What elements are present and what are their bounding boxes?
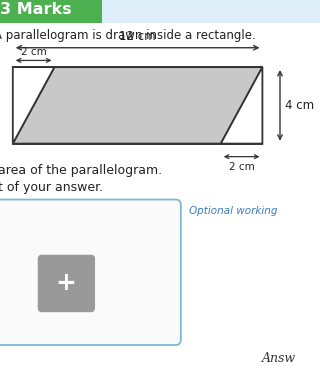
Text: A parallelogram is drawn inside a rectangle.: A parallelogram is drawn inside a rectan…	[0, 29, 255, 42]
Text: 2 cm: 2 cm	[21, 47, 46, 57]
Text: 4 cm: 4 cm	[285, 99, 314, 112]
FancyBboxPatch shape	[38, 255, 95, 312]
Text: Optional working: Optional working	[189, 206, 277, 216]
Polygon shape	[13, 67, 54, 144]
Text: 12 cm: 12 cm	[119, 30, 156, 43]
Text: Answ: Answ	[262, 352, 297, 365]
Text: area of the parallelogram.: area of the parallelogram.	[0, 164, 162, 177]
Text: 3 Marks: 3 Marks	[0, 2, 72, 17]
Polygon shape	[221, 67, 262, 144]
Text: 2 cm: 2 cm	[229, 162, 254, 172]
Bar	[13, 67, 262, 144]
Polygon shape	[13, 67, 262, 144]
FancyBboxPatch shape	[102, 0, 320, 23]
FancyBboxPatch shape	[0, 200, 181, 345]
Text: +: +	[56, 272, 77, 295]
Text: t of your answer.: t of your answer.	[0, 181, 103, 194]
FancyBboxPatch shape	[0, 0, 102, 23]
